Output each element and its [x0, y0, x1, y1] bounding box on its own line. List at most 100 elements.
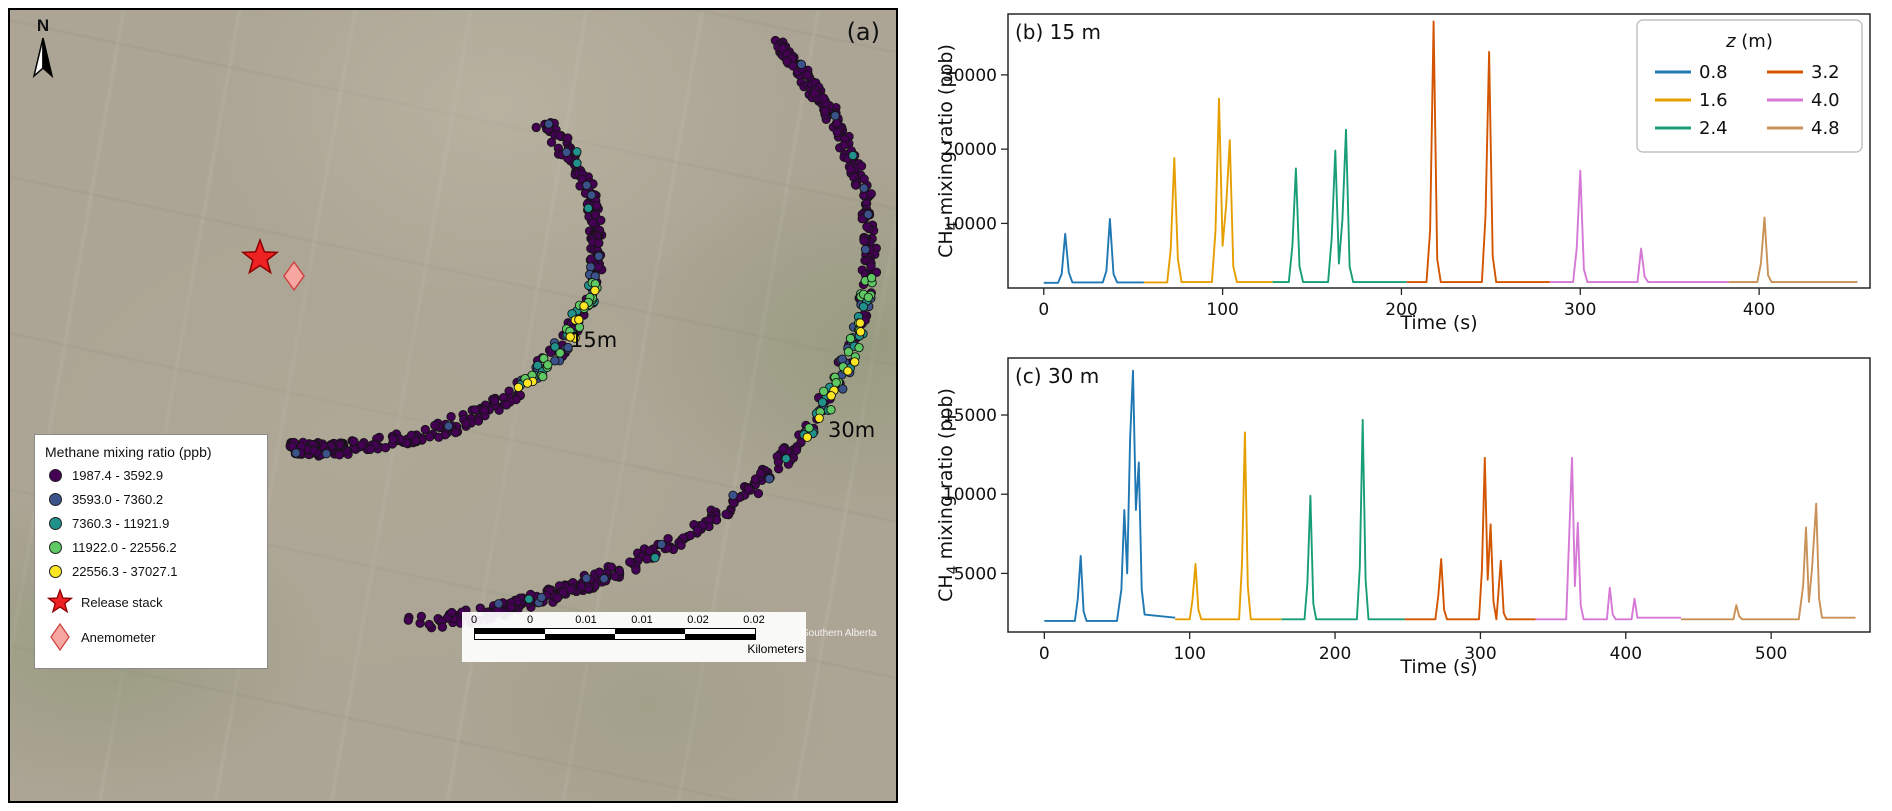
methane-dot — [555, 348, 565, 358]
north-label: N — [36, 16, 50, 35]
methane-dot — [819, 93, 829, 103]
methane-dot — [558, 587, 569, 598]
methane-dot — [814, 413, 824, 423]
legend-class-label: 7360.3 - 11921.9 — [72, 516, 170, 531]
methane-dot — [461, 418, 471, 429]
series-group — [1044, 369, 1856, 622]
scalebar-label: 0 — [470, 614, 478, 626]
methane-dot — [837, 354, 847, 364]
methane-dot — [538, 371, 548, 382]
scalebar-bar — [474, 628, 756, 640]
legend-class-label: 22556.3 - 37027.1 — [72, 564, 178, 579]
methane-dot — [555, 131, 565, 141]
methane-dot — [321, 449, 332, 459]
methane-dot — [411, 436, 421, 446]
scalebar-label: 0.02 — [743, 614, 765, 626]
methane-dot — [859, 236, 869, 246]
x-tick-label: 100 — [1206, 300, 1238, 320]
map-scatter-svg — [240, 35, 882, 633]
map-legend-title: Methane mixing ratio (ppb) — [45, 444, 212, 460]
chart-legend-box — [1636, 19, 1863, 153]
chart-legend-label: 3.2 — [1811, 62, 1840, 83]
panel-a-label: (a) — [846, 18, 880, 46]
north-arrow-icon — [32, 37, 54, 79]
methane-dot — [862, 222, 872, 232]
methane-dot — [676, 540, 686, 550]
legend-class-swatch — [49, 517, 62, 530]
methane-dot — [866, 273, 877, 283]
scalebar-label: 0.02 — [687, 614, 709, 626]
methane-dot — [866, 261, 876, 271]
methane-dot — [764, 474, 775, 484]
methane-dot — [425, 432, 435, 442]
methane-dot — [586, 190, 597, 200]
methane-dot — [563, 342, 573, 353]
methane-dot — [850, 357, 860, 367]
legend-class-swatch — [49, 469, 62, 482]
y-tick-label: 10000 — [943, 485, 997, 505]
methane-dot — [781, 453, 791, 464]
methane-dot — [820, 106, 830, 116]
methane-dot — [424, 619, 434, 630]
legend-class-label: 1987.4 - 3592.9 — [72, 468, 164, 483]
methane-dot — [443, 421, 454, 431]
methane-dot — [826, 405, 836, 415]
methane-dot — [334, 450, 345, 460]
map-legend-classes: 1987.4 - 3592.9 3593.0 - 7360.2 7360.3 - 1… — [45, 468, 257, 579]
methane-dot — [858, 302, 869, 312]
methane-dot — [550, 342, 560, 352]
series-z-4.8 — [1681, 502, 1856, 621]
series-z-3.2 — [1406, 20, 1550, 284]
methane-dot — [778, 444, 788, 454]
methane-dot — [581, 573, 592, 583]
methane-dot — [728, 490, 738, 500]
methane-dot — [579, 301, 589, 311]
methane-dot — [501, 400, 512, 410]
chart-legend-label: 1.6 — [1699, 90, 1728, 111]
x-tick-label: 100 — [1173, 644, 1205, 664]
y-axis-label: CH4 mixing ratio (ppb) — [935, 388, 961, 602]
methane-dot — [388, 434, 398, 444]
scale-bar: 0 0 0.01 0.01 0.02 0.02 Kilometers — [462, 612, 806, 662]
north-arrow: N — [26, 16, 60, 85]
arc-label-15m: 15m — [570, 328, 618, 352]
methane-dot — [753, 488, 764, 499]
methane-dot — [572, 147, 582, 157]
methane-dot — [802, 70, 812, 80]
methane-dot — [403, 615, 413, 625]
legend-class-item: 7360.3 - 11921.9 — [49, 516, 257, 531]
methane-dot — [817, 397, 828, 407]
release-stack-icon — [46, 588, 74, 614]
legend-class-item: 22556.3 - 37027.1 — [49, 564, 257, 579]
chart-legend-label: 4.8 — [1811, 118, 1840, 139]
methane-dot — [506, 602, 516, 612]
plot-border — [1007, 357, 1871, 633]
chart-svg: 0 100 200 300 400 500 5000 10000 15000 (c) 30 m Ti… — [935, 357, 1871, 678]
methane-dot — [572, 158, 582, 168]
legend-anemometer-label: Anemometer — [81, 629, 156, 645]
methane-dot — [574, 315, 584, 325]
methane-dot — [650, 553, 660, 563]
methane-dot — [631, 565, 641, 575]
scalebar-label: 0.01 — [575, 614, 597, 626]
methane-dot — [565, 332, 575, 342]
methane-dot — [830, 111, 840, 121]
methane-dots — [285, 35, 882, 633]
x-tick-label: 300 — [1464, 644, 1496, 664]
series-z-4.0 — [1549, 169, 1729, 284]
methane-dot — [380, 443, 391, 453]
x-tick-label: 400 — [1610, 644, 1642, 664]
methane-dot — [859, 174, 869, 184]
methane-dot — [856, 161, 867, 171]
legend-anemometer: Anemometer — [45, 622, 257, 652]
methane-dot — [832, 118, 842, 128]
methane-dot — [866, 189, 876, 199]
y-tick-label: 15000 — [943, 406, 997, 426]
methane-dot — [543, 360, 553, 370]
release-stack-marker — [240, 237, 280, 275]
scalebar-label: 0.01 — [631, 614, 653, 626]
methane-dot — [777, 43, 788, 53]
methane-dot — [843, 366, 853, 376]
plot-border — [1007, 13, 1871, 289]
series-z-3.2 — [1404, 456, 1536, 621]
